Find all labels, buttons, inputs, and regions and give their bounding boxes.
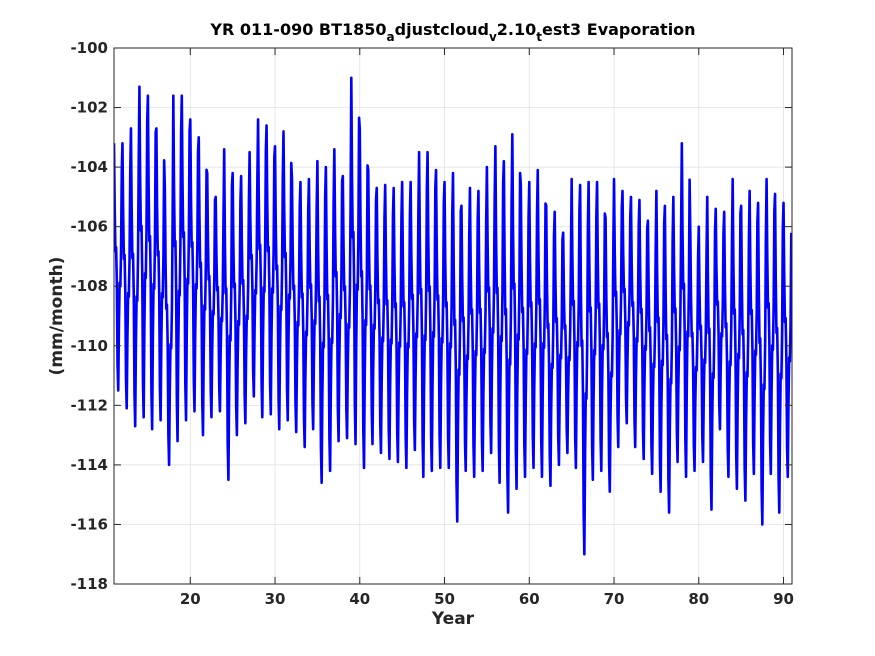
x-tick-label: 70 (604, 590, 625, 608)
x-axis-label: Year (431, 609, 475, 629)
y-tick-label: -114 (70, 456, 108, 474)
y-tick-label: -102 (70, 99, 108, 117)
series-layer (114, 76, 792, 556)
y-tick-label: -110 (70, 337, 108, 355)
x-tick-label: 40 (349, 590, 370, 608)
y-axis-label: (mm/month) (47, 257, 67, 376)
axes (113, 47, 793, 585)
y-tick-label: -104 (70, 158, 108, 176)
x-tick-label: 30 (265, 590, 286, 608)
chart-title: YR 011-090 BT1850adjustcloudv2.10test3 E… (209, 20, 695, 44)
y-tick-label: -108 (70, 277, 108, 295)
tick-labels: 20 30 40 50 60 70 80 90 -118 -116 -114 -112 -110 -108… (70, 39, 794, 608)
y-tick-label: -118 (70, 575, 108, 593)
x-tick-label: 20 (180, 590, 201, 608)
y-tick-label: -106 (70, 218, 108, 236)
x-tick-label: 80 (688, 590, 709, 608)
x-tick-label: 50 (434, 590, 455, 608)
evaporation-series-line (114, 76, 792, 556)
y-tick-label: -116 (70, 515, 108, 533)
y-tick-label: -112 (70, 396, 108, 414)
plot-frame (113, 47, 793, 585)
y-tick-label: -100 (70, 39, 108, 57)
x-tick-label: 60 (519, 590, 540, 608)
x-tick-label: 90 (773, 590, 794, 608)
